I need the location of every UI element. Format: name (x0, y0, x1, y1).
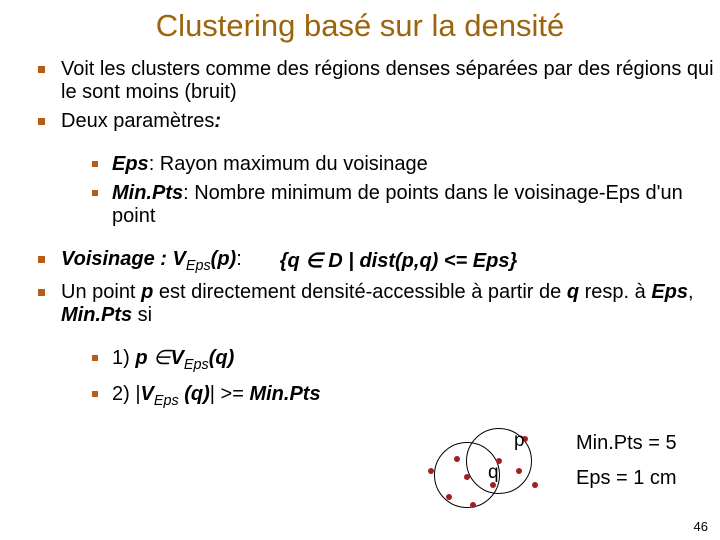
b4a-in: ∈ (148, 347, 171, 369)
data-point (532, 482, 538, 488)
b4-mid1: est directement densité-accessible à par… (153, 281, 567, 303)
bullet-2a-text: Eps: Rayon maximum du voisinage (112, 153, 720, 176)
term-eps: Eps (112, 153, 149, 175)
b4b-rest2: | >= (210, 383, 250, 405)
data-point (516, 468, 522, 474)
b4a-V: V (171, 347, 184, 369)
data-point (464, 474, 470, 480)
bullet-2: Deux paramètres: (38, 110, 720, 133)
voisinage-label: Voisinage : V (61, 248, 186, 270)
b4-end: si (132, 304, 152, 326)
bullet-4a: 1) p ∈VEps(q) (92, 347, 720, 374)
data-point (470, 502, 476, 508)
square-bullet-icon (92, 161, 98, 167)
voisinage-sub: Eps (186, 258, 211, 274)
colon-bold: : (214, 110, 221, 132)
bullet-2b-text: Min.Pts: Nombre minimum de points dans l… (112, 182, 720, 228)
point-label-q: q (488, 462, 499, 484)
square-bullet-icon (92, 190, 98, 196)
bullet-4b: 2) |VEps (q)| >= Min.Pts (92, 383, 720, 410)
data-point (428, 468, 434, 474)
b4b-V: V (141, 383, 154, 405)
b4a-arg: (q) (209, 347, 235, 369)
density-diagram: pq (406, 416, 566, 526)
square-bullet-icon (38, 66, 45, 73)
bullet-2a: Eps: Rayon maximum du voisinage (92, 153, 720, 176)
point-label-p: p (514, 430, 525, 452)
slide-content: Voit les clusters comme des régions dens… (0, 58, 720, 410)
bullet-4: Un point p est directement densité-acces… (38, 281, 720, 327)
square-bullet-icon (38, 118, 45, 125)
b4b-sub: Eps (154, 393, 179, 409)
page-number: 46 (694, 519, 708, 534)
slide: Clustering basé sur la densité Voit les … (0, 0, 720, 540)
voisinage-colon: : (236, 248, 242, 270)
bullet-3-text: Voisinage : VEps(p): {q ∈ D | dist(p,q) … (61, 248, 720, 275)
square-bullet-icon (92, 391, 98, 397)
b4a-p: p (135, 347, 147, 369)
b4b-minpts: Min.Pts (249, 383, 320, 405)
bullet-4a-text: 1) p ∈VEps(q) (112, 347, 720, 374)
b4-mid2: resp. à (579, 281, 651, 303)
b4b-rest1: (q) (179, 383, 210, 405)
b4-eps: Eps (651, 281, 688, 303)
bullet-2b: Min.Pts: Nombre minimum de points dans l… (92, 182, 720, 228)
b4b-pre: 2) | (112, 383, 141, 405)
bullet-2a-rest: : Rayon maximum du voisinage (149, 153, 428, 175)
bullet-3: Voisinage : VEps(p): {q ∈ D | dist(p,q) … (38, 248, 720, 275)
b4-minpts: Min.Pts (61, 304, 132, 326)
label-minpts: Min.Pts = 5 (576, 432, 677, 455)
term-minpts: Min.Pts (112, 182, 183, 204)
voisinage-arg: (p) (211, 248, 237, 270)
square-bullet-icon (38, 289, 45, 296)
label-eps: Eps = 1 cm (576, 467, 677, 490)
slide-title: Clustering basé sur la densité (0, 8, 720, 44)
bullet-2-pre: Deux paramètres (61, 110, 214, 132)
b4-q: q (567, 281, 579, 303)
data-point (446, 494, 452, 500)
bullet-1: Voit les clusters comme des régions dens… (38, 58, 720, 104)
square-bullet-icon (38, 256, 45, 263)
bullet-2b-rest: : Nombre minimum de points dans le voisi… (112, 182, 683, 227)
data-point (454, 456, 460, 462)
b4-p: p (141, 281, 153, 303)
bullet-2-text: Deux paramètres: (61, 110, 720, 133)
b4a-sub: Eps (184, 357, 209, 373)
b4-pre: Un point (61, 281, 141, 303)
b4-comma: , (688, 281, 694, 303)
b4a-pre: 1) (112, 347, 135, 369)
bullet-4b-text: 2) |VEps (q)| >= Min.Pts (112, 383, 720, 410)
diagram-side-labels: Min.Pts = 5 Eps = 1 cm (576, 432, 677, 490)
voisinage-set: {q ∈ D | dist(p,q) <= Eps} (280, 250, 518, 273)
bullet-1-text: Voit les clusters comme des régions dens… (61, 58, 720, 104)
bullet-4-text: Un point p est directement densité-acces… (61, 281, 720, 327)
square-bullet-icon (92, 355, 98, 361)
